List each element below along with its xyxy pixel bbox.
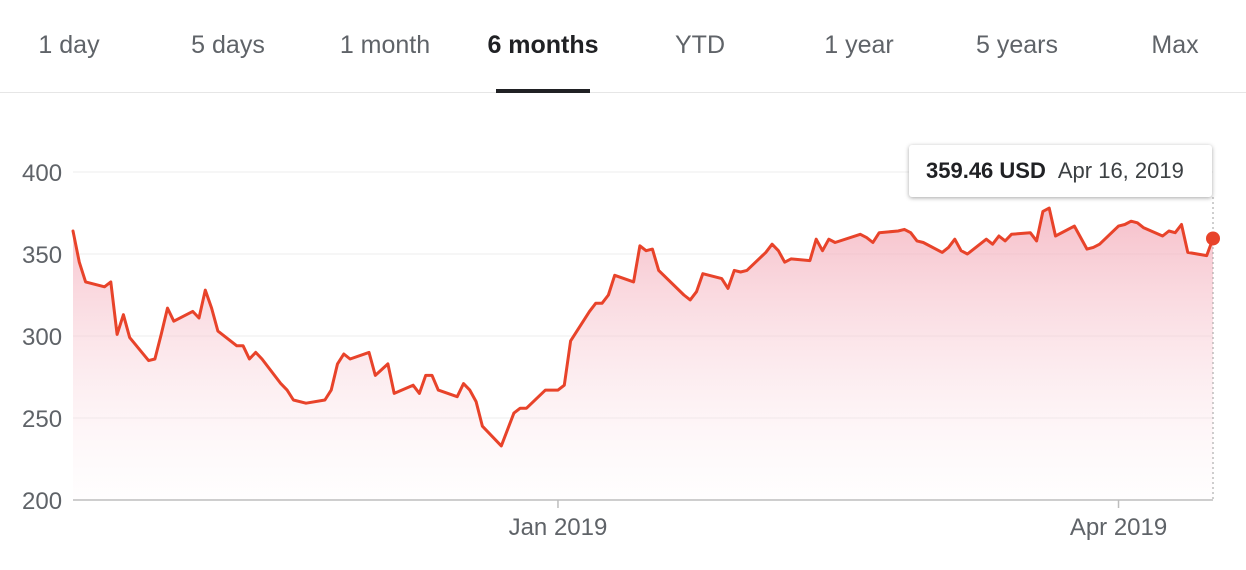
active-tab-indicator: [496, 89, 590, 93]
price-line: [71, 206, 1215, 448]
y-tick-label: 350: [22, 242, 62, 269]
tab-1-month[interactable]: 1 month: [339, 31, 431, 59]
tab-1-day[interactable]: 1 day: [38, 31, 100, 59]
y-tick-label: 250: [22, 406, 62, 433]
hover-point-marker: [1206, 231, 1220, 246]
price-area-fill: [73, 208, 1213, 500]
range-tabs: 1 day 5 days 1 month 6 months YTD 1 year…: [0, 0, 1246, 93]
tab-5-days[interactable]: 5 days: [191, 31, 265, 59]
x-tick-label: Jan 2019: [509, 514, 608, 541]
tooltip-price: 359.46 USD: [926, 158, 1046, 183]
tab-1-year[interactable]: 1 year: [824, 31, 894, 59]
y-tick-label: 300: [22, 324, 62, 351]
tooltip-date: Apr 16, 2019: [1057, 158, 1184, 183]
tab-6-months[interactable]: 6 months: [487, 31, 599, 59]
tab-5-years[interactable]: 5 years: [976, 31, 1058, 59]
x-tick-label: Apr 2019: [1070, 514, 1167, 541]
tab-max[interactable]: Max: [1151, 31, 1199, 59]
y-tick-label: 400: [22, 160, 62, 187]
price-tooltip: 359.46 USD Apr 16, 2019: [909, 145, 1212, 197]
tab-ytd[interactable]: YTD: [675, 31, 725, 59]
y-tick-label: 200: [22, 488, 62, 515]
